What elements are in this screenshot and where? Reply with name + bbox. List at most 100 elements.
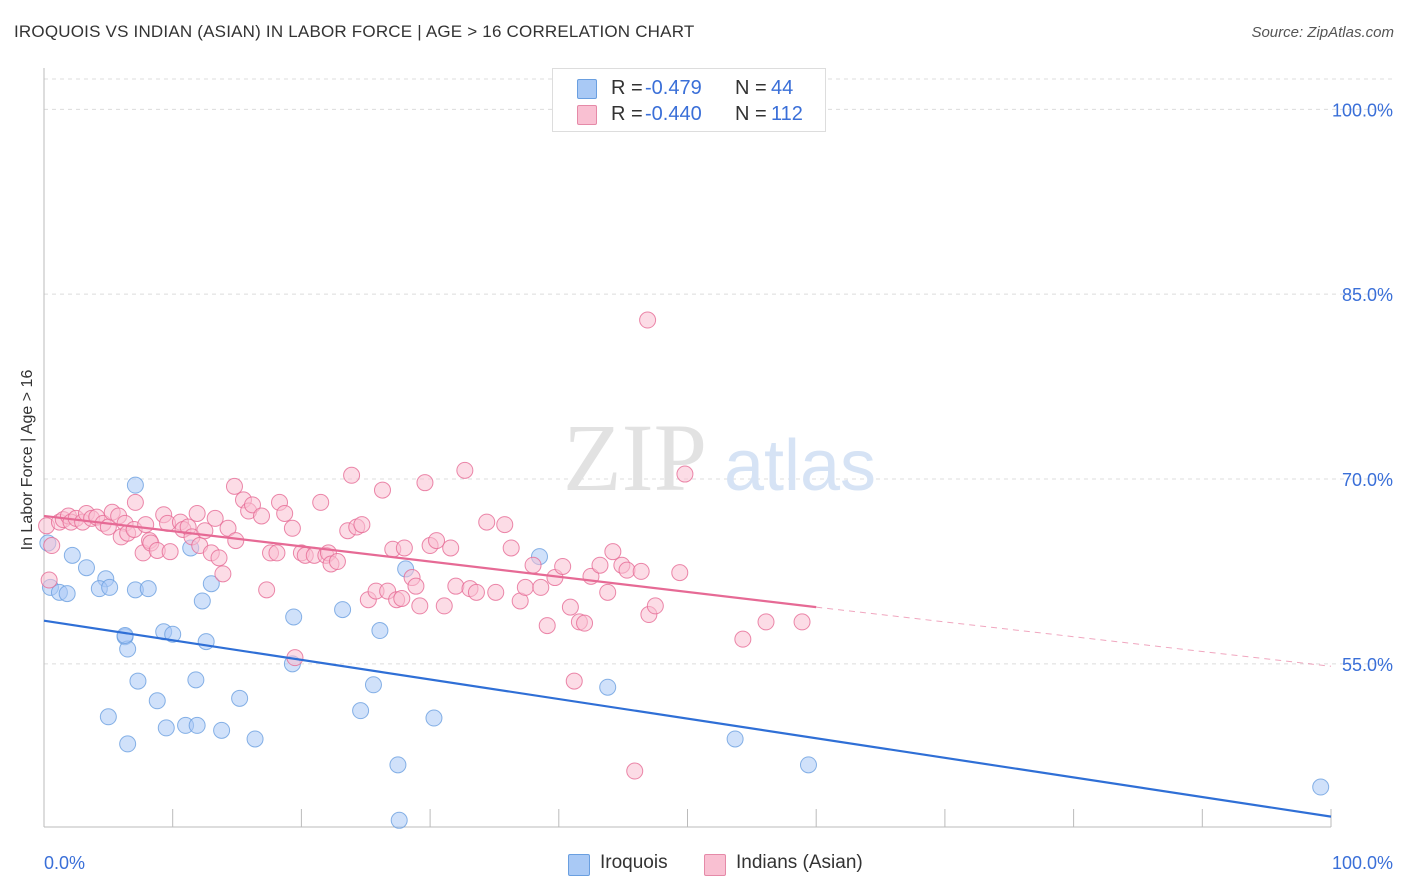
iroquois-point xyxy=(389,756,407,774)
watermark: ZIP atlas xyxy=(563,404,876,511)
iroquois-point xyxy=(129,672,147,690)
tick-labels: 55.0% 70.0% 85.0% 100.0% 0.0% 100.0% xyxy=(44,100,1393,873)
legend-row-indians: R = -0.440 N = 112 xyxy=(553,101,825,129)
indians-point xyxy=(126,493,144,511)
indians-point xyxy=(516,578,534,596)
y-tick-label: 70.0% xyxy=(1342,470,1393,490)
indians-point xyxy=(442,539,460,557)
indians-point xyxy=(532,578,550,596)
bottom-legend-swatch-iroquois xyxy=(568,854,590,876)
indians-point xyxy=(671,564,689,582)
indians-point xyxy=(428,532,446,550)
indians-point xyxy=(576,614,594,632)
indians-point xyxy=(478,513,496,531)
iroquois-point xyxy=(63,546,81,564)
indians-point xyxy=(793,613,811,631)
indians-point xyxy=(561,598,579,616)
iroquois-point xyxy=(390,811,408,829)
iroquois-point xyxy=(119,735,137,753)
indians-point xyxy=(393,590,411,608)
indians-point xyxy=(618,561,636,579)
iroquois-point xyxy=(148,692,166,710)
iroquois-point xyxy=(231,689,249,707)
legend-n-value: 112 xyxy=(771,103,803,125)
indians-point xyxy=(312,493,330,511)
indians-trend-line-extension xyxy=(816,606,1332,667)
y-tick-label: 55.0% xyxy=(1342,655,1393,675)
iroquois-point xyxy=(726,730,744,748)
indians-point xyxy=(219,519,237,537)
iroquois-point xyxy=(77,559,95,577)
indians-point xyxy=(604,543,622,561)
iroquois-point xyxy=(599,678,617,696)
iroquois-point xyxy=(1312,778,1330,796)
indians-point xyxy=(416,474,434,492)
watermark-zip: ZIP xyxy=(563,404,707,511)
bottom-legend-label-indians: Indians (Asian) xyxy=(736,852,863,873)
iroquois-point xyxy=(334,601,352,619)
iroquois-point xyxy=(157,719,175,737)
indians-point xyxy=(373,481,391,499)
indians-point xyxy=(456,461,474,479)
axes xyxy=(43,68,1332,828)
indians-point xyxy=(407,577,425,595)
legend-r-label: R = xyxy=(611,103,643,125)
indians-point xyxy=(757,613,775,631)
stats-legend: R = -0.479 N = 44 R = -0.440 N = 112 xyxy=(552,68,826,132)
x-tick-label: 0.0% xyxy=(44,853,85,873)
indians-point xyxy=(253,507,271,525)
indians-point xyxy=(268,544,286,562)
iroquois-point xyxy=(425,709,443,727)
indians-point xyxy=(639,311,657,329)
indians-point xyxy=(467,583,485,601)
iroquois-point xyxy=(188,716,206,734)
indians-point xyxy=(343,466,361,484)
indians-point xyxy=(258,581,276,599)
iroquois-point xyxy=(364,676,382,694)
indians-point xyxy=(276,504,294,522)
indians-point xyxy=(676,465,694,483)
indians-point xyxy=(40,571,58,589)
indians-point xyxy=(646,597,664,615)
y-tick-label: 85.0% xyxy=(1342,285,1393,305)
bottom-legend-swatch-indians xyxy=(704,854,726,876)
indians-point xyxy=(227,532,245,550)
legend-n-value: 44 xyxy=(771,77,794,99)
indians-trend-line xyxy=(43,514,817,609)
indians-point xyxy=(225,477,243,495)
x-tick-label: 100.0% xyxy=(1332,853,1393,873)
y-tick-label: 100.0% xyxy=(1332,100,1393,120)
source-label: Source: ZipAtlas.com xyxy=(1251,24,1394,41)
trend-lines xyxy=(43,514,1332,818)
iroquois-point xyxy=(58,585,76,603)
indians-point xyxy=(447,577,465,595)
iroquois-point xyxy=(246,730,264,748)
iroquois-trend-line xyxy=(43,619,1332,818)
indians-point xyxy=(214,565,232,583)
grid-lines xyxy=(44,78,1394,665)
indians-point xyxy=(599,583,617,601)
indians-point xyxy=(328,553,346,571)
indians-point xyxy=(353,516,371,534)
indians-point xyxy=(188,504,206,522)
iroquois-point xyxy=(164,625,182,643)
indians-point xyxy=(632,562,650,580)
iroquois-point xyxy=(285,608,303,626)
iroquois-point xyxy=(799,756,817,774)
indians-point xyxy=(487,583,505,601)
legend-n-label: N = xyxy=(735,103,767,125)
watermark-atlas: atlas xyxy=(724,426,876,506)
iroquois-point xyxy=(193,592,211,610)
indians-point xyxy=(524,556,542,574)
iroquois-point xyxy=(187,671,205,689)
indians-point xyxy=(283,519,301,537)
indians-point xyxy=(395,539,413,557)
data-points xyxy=(38,311,1330,829)
iroquois-point xyxy=(126,476,144,494)
indians-point xyxy=(565,672,583,690)
indians-point xyxy=(554,557,572,575)
indians-point xyxy=(161,543,179,561)
indians-point xyxy=(435,597,453,615)
indians-point xyxy=(496,516,514,534)
